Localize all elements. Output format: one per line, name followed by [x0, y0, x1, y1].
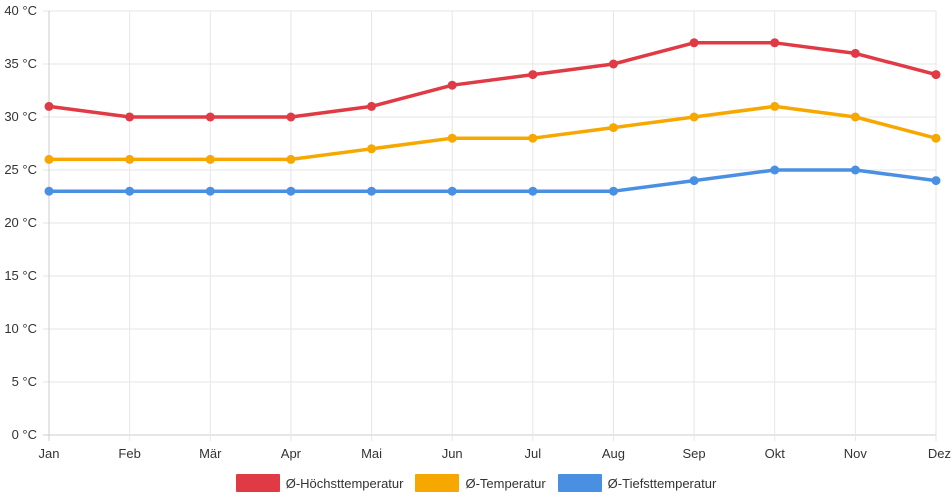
y-tick-label: 25 °C [4, 162, 37, 177]
x-tick-label: Mär [199, 446, 222, 461]
legend-swatch-mean [415, 474, 460, 492]
data-point[interactable] [528, 70, 538, 80]
legend-item-low[interactable]: Ø-Tiefsttemperatur [557, 474, 717, 492]
legend-label-low: Ø-Tiefsttemperatur [607, 475, 717, 491]
series-lines [44, 38, 941, 196]
data-point[interactable] [367, 186, 377, 196]
legend-label-high: Ø-Höchsttemperatur [285, 475, 404, 491]
data-point[interactable] [689, 38, 699, 48]
legend-label-mean: Ø-Temperatur [465, 475, 546, 491]
data-point[interactable] [367, 144, 377, 154]
data-point[interactable] [286, 112, 296, 122]
data-point[interactable] [770, 38, 780, 48]
y-tick-label: 0 °C [12, 427, 37, 442]
series-line [47, 104, 938, 162]
series-line [47, 168, 938, 193]
data-point[interactable] [447, 133, 457, 143]
legend-item-mean[interactable]: Ø-Temperatur [415, 474, 546, 492]
chart-legend: Ø-Höchsttemperatur Ø-Temperatur Ø-Tiefst… [0, 470, 952, 496]
data-point[interactable] [931, 133, 941, 143]
data-point[interactable] [44, 186, 54, 196]
data-point[interactable] [770, 165, 780, 175]
data-point[interactable] [44, 101, 54, 111]
series-0 [44, 38, 941, 122]
data-point[interactable] [528, 133, 538, 143]
x-tick-label: Dez [928, 446, 951, 461]
data-point[interactable] [931, 176, 941, 186]
data-point[interactable] [205, 112, 215, 122]
y-tick-label: 30 °C [4, 109, 37, 124]
y-tick-label: 20 °C [4, 215, 37, 230]
data-point[interactable] [850, 112, 860, 122]
data-point[interactable] [608, 186, 618, 196]
data-point[interactable] [770, 101, 780, 111]
grid-lines [43, 10, 937, 441]
series-1 [44, 101, 941, 164]
series-2 [44, 165, 941, 196]
data-point[interactable] [44, 154, 54, 164]
data-point[interactable] [286, 186, 296, 196]
data-point[interactable] [125, 186, 135, 196]
y-tick-label: 15 °C [4, 268, 37, 283]
y-tick-label: 10 °C [4, 321, 37, 336]
x-tick-label: Jul [525, 446, 542, 461]
x-tick-label: Jan [39, 446, 60, 461]
axis-labels: 0 °C 5 °C 10 °C 15 °C 20 °C 25 °C 30 °C 35 °C 40… [4, 3, 951, 461]
y-tick-label: 40 °C [4, 3, 37, 18]
data-point[interactable] [205, 186, 215, 196]
data-point[interactable] [286, 154, 296, 164]
data-point[interactable] [850, 165, 860, 175]
data-point[interactable] [608, 59, 618, 69]
data-point[interactable] [689, 176, 699, 186]
x-tick-label: Aug [602, 446, 625, 461]
data-point[interactable] [689, 112, 699, 122]
legend-swatch-high [235, 474, 280, 492]
legend-swatch-low [557, 474, 602, 492]
data-point[interactable] [931, 70, 941, 80]
x-tick-label: Feb [118, 446, 140, 461]
data-point[interactable] [528, 186, 538, 196]
data-point[interactable] [367, 101, 377, 111]
data-point[interactable] [447, 186, 457, 196]
x-tick-label: Sep [683, 446, 706, 461]
data-point[interactable] [608, 123, 618, 133]
data-point[interactable] [205, 154, 215, 164]
data-point[interactable] [125, 112, 135, 122]
x-tick-label: Jun [442, 446, 463, 461]
x-tick-label: Mai [361, 446, 382, 461]
data-point[interactable] [447, 80, 457, 90]
chart-canvas: 0 °C 5 °C 10 °C 15 °C 20 °C 25 °C 30 °C 35 °C 40… [4, 3, 951, 461]
x-tick-label: Apr [281, 446, 302, 461]
x-tick-label: Okt [765, 446, 786, 461]
y-tick-label: 35 °C [4, 56, 37, 71]
y-tick-label: 5 °C [12, 374, 37, 389]
x-tick-label: Nov [844, 446, 868, 461]
data-point[interactable] [125, 154, 135, 164]
data-point[interactable] [850, 48, 860, 58]
series-line [47, 41, 938, 119]
legend-item-high[interactable]: Ø-Höchsttemperatur [235, 474, 404, 492]
